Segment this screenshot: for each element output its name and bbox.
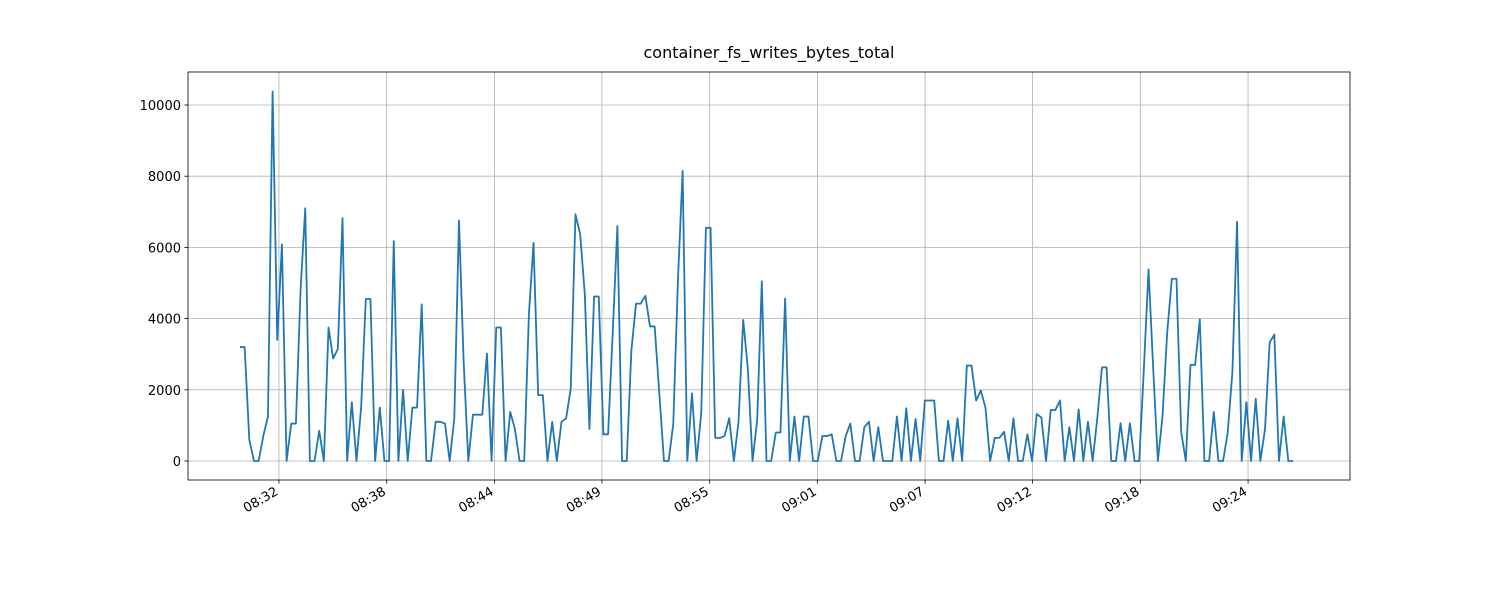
x-tick-label: 09:24 — [1210, 484, 1250, 516]
x-tick-label: 09:07 — [887, 484, 927, 516]
x-tick-label: 08:44 — [456, 484, 496, 516]
y-tick-label: 8000 — [148, 170, 181, 185]
y-tick-label: 0 — [173, 455, 181, 470]
x-tick-label: 08:32 — [241, 484, 281, 516]
x-tick-label: 08:55 — [672, 484, 712, 516]
x-tick-label: 09:18 — [1102, 484, 1142, 516]
y-tick-label: 6000 — [148, 241, 181, 256]
x-tick-label: 08:49 — [564, 484, 604, 516]
y-tick-label: 4000 — [148, 313, 181, 328]
x-tick-label: 08:38 — [349, 484, 389, 516]
y-tick-label: 2000 — [148, 384, 181, 399]
x-tick-label: 09:12 — [995, 484, 1035, 516]
y-tick-label: 10000 — [140, 99, 181, 114]
chart-title: container_fs_writes_bytes_total — [643, 43, 894, 63]
x-tick-label: 09:01 — [779, 484, 819, 516]
plot-frame — [187, 71, 1351, 481]
data-line — [240, 90, 1293, 462]
